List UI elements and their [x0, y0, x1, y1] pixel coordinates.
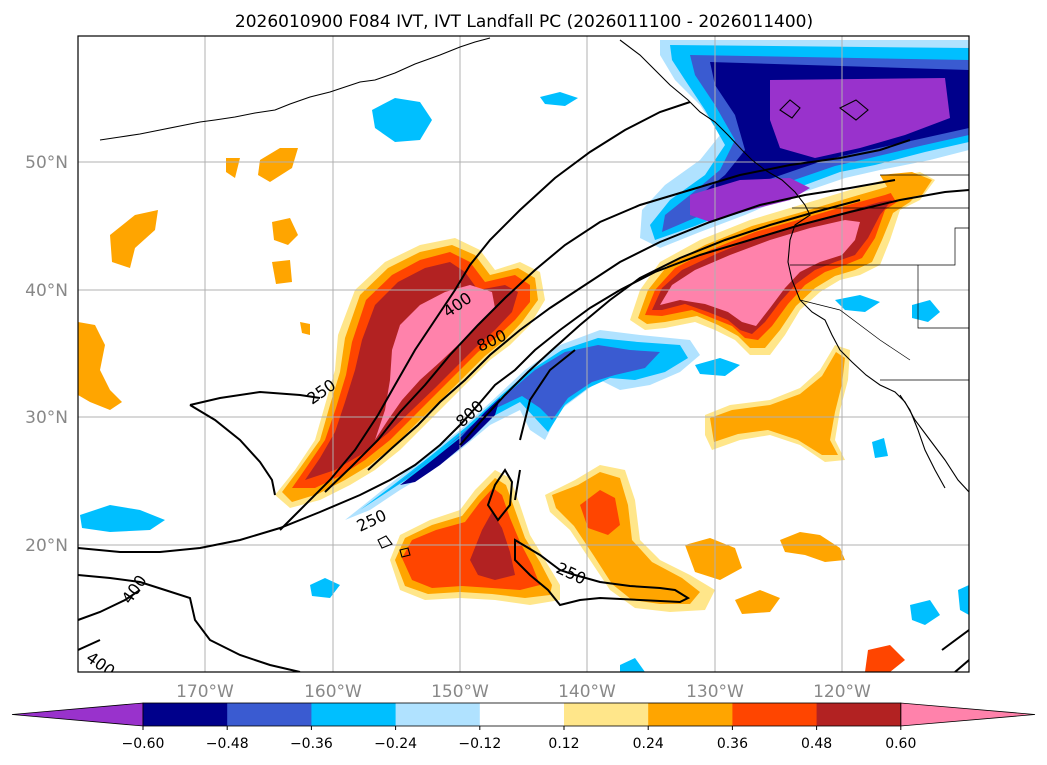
pos-blob	[735, 590, 780, 614]
colorbar-tick-label: 0.24	[633, 736, 664, 752]
neg-anomaly-purple-south	[690, 178, 810, 222]
pos-blob	[880, 172, 932, 200]
lon-label: 170°W	[176, 682, 234, 702]
colorbar-segment	[227, 703, 312, 726]
pos-se-redorange	[580, 490, 620, 535]
neg-blob	[912, 300, 940, 322]
colorbar-tick-label: −0.36	[290, 736, 333, 752]
colorbar-tick-label: 0.48	[801, 736, 832, 752]
pos-se2-orange	[710, 352, 845, 455]
pos-blob	[300, 322, 310, 335]
pos-blob	[272, 260, 292, 284]
lat-label: 30°N	[25, 408, 68, 428]
colorbar-extend-left	[11, 702, 144, 727]
map-frame	[77, 35, 970, 673]
neg-band-royal	[380, 345, 660, 497]
pos-blob	[780, 532, 845, 562]
pos-plume-pink	[375, 285, 495, 440]
neg-blob	[835, 295, 880, 312]
neg-blob	[958, 585, 969, 615]
lat-label: 50°N	[25, 153, 68, 173]
neg-blob	[695, 358, 740, 376]
pos-blob	[78, 322, 122, 410]
longitude-labels: 170°W 160°W 150°W 140°W 130°W 120°W	[176, 682, 871, 702]
lat-label: 40°N	[25, 281, 68, 301]
colorbar-segment	[732, 703, 818, 726]
pos-coast-pink	[660, 220, 860, 326]
coastlines	[99, 37, 969, 558]
map-content: 400 800 800 250 250 250 400 400	[78, 36, 969, 672]
neg-blob	[372, 98, 432, 142]
pos-south-darkred	[470, 512, 515, 580]
pos-blob	[226, 158, 240, 178]
ivt-contours	[78, 101, 969, 672]
colorbar-outline	[142, 702, 902, 727]
lon-label: 120°W	[813, 682, 871, 702]
colorbar-tick-label: −0.60	[122, 736, 165, 752]
latitude-labels: 50°N 40°N 30°N 20°N	[25, 153, 68, 556]
colorbar-tick-label: 0.36	[717, 736, 748, 752]
colorbar-segment	[311, 703, 397, 726]
colorbar-segment	[395, 703, 481, 726]
colorbar-tick-label: 0.60	[885, 736, 916, 752]
neg-blob	[910, 600, 940, 625]
neg-blob	[872, 438, 888, 458]
colorbar-tick-label: 0.12	[548, 736, 579, 752]
colorbar-segment	[648, 703, 733, 726]
colorbar-tick-label: −0.24	[374, 736, 417, 752]
lon-label: 150°W	[431, 682, 489, 702]
colorbar-tick-label: −0.12	[458, 736, 501, 752]
lon-label: 160°W	[304, 682, 362, 702]
neg-blob	[620, 658, 645, 672]
colorbar-tick-label: −0.48	[206, 736, 249, 752]
political-borders	[790, 174, 969, 381]
pos-blob	[258, 148, 298, 182]
colorbar-segment	[479, 703, 565, 726]
pos-blob	[865, 645, 905, 672]
colorbar: −0.60 −0.48 −0.36 −0.24 −0.12 0.12 0.24 0.36 0.4…	[11, 702, 1036, 752]
lon-label: 140°W	[558, 682, 616, 702]
figure-title: 2026010900 F084 IVT, IVT Landfall PC (20…	[235, 12, 813, 32]
colorbar-segment	[564, 703, 649, 726]
neg-anomaly-purple-north	[770, 78, 950, 158]
colorbar-segment	[143, 703, 228, 726]
pos-blob	[685, 538, 742, 580]
lon-label: 130°W	[686, 682, 744, 702]
pos-blob	[110, 210, 158, 268]
colorbar-extend-right	[900, 702, 1036, 727]
lat-label: 20°N	[25, 536, 68, 556]
neg-blob	[80, 505, 165, 532]
pos-blob	[272, 218, 298, 245]
colorbar-segment	[816, 703, 902, 726]
neg-blob	[540, 92, 578, 106]
